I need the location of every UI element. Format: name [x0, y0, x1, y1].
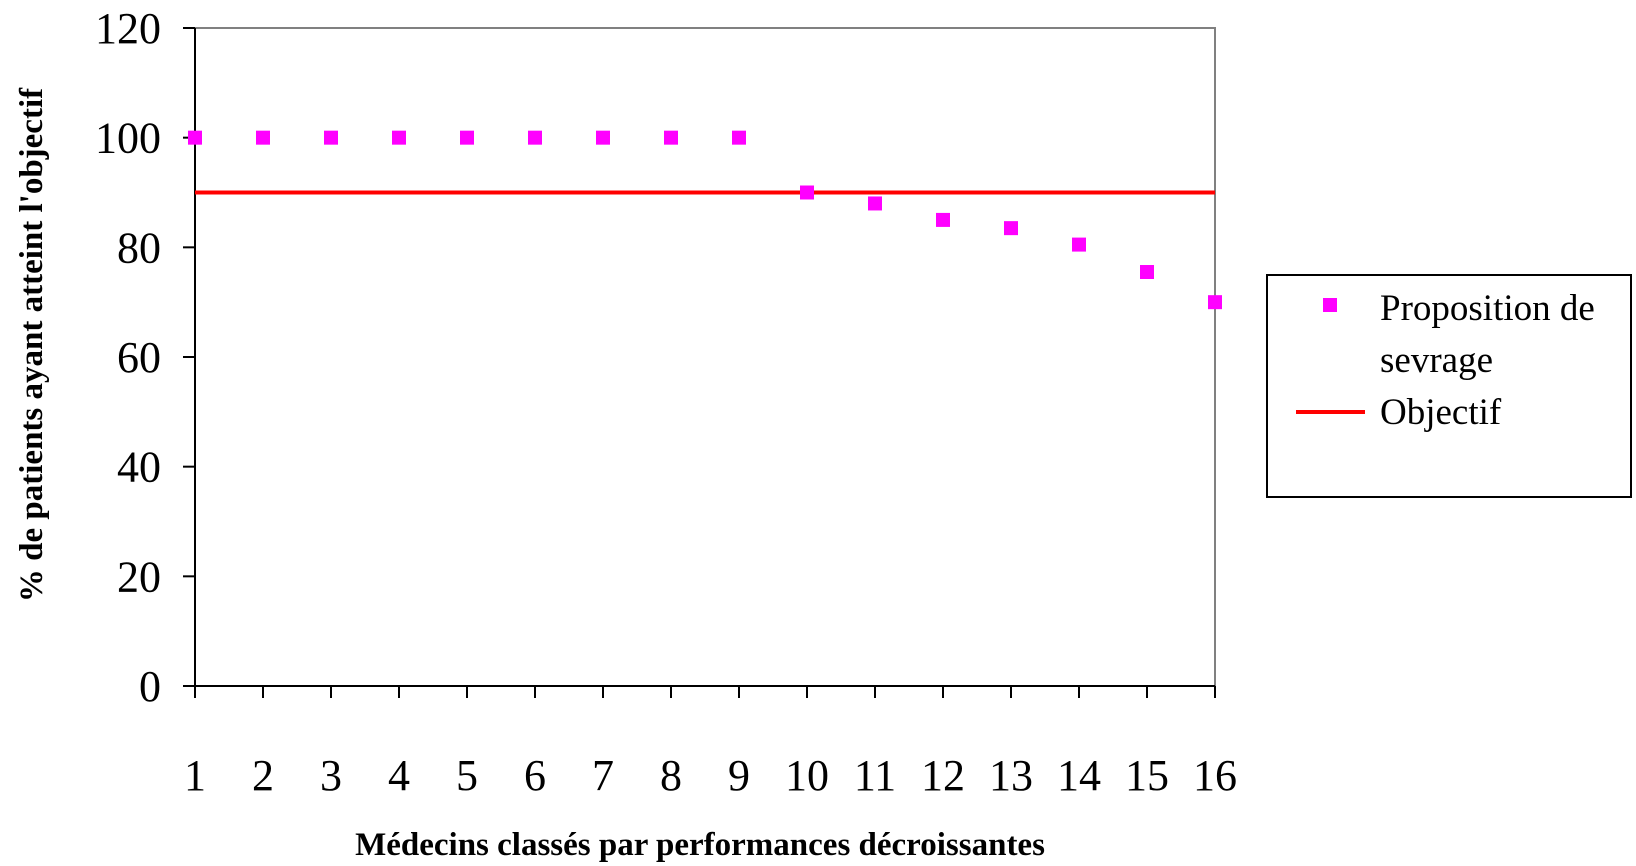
data-point	[256, 130, 270, 145]
x-tick-label: 16	[1193, 751, 1237, 800]
data-point	[188, 130, 202, 145]
legend-label-proposition-line2: sevrage	[1380, 340, 1493, 381]
data-point	[528, 130, 542, 145]
data-point	[800, 185, 814, 200]
x-tick-label: 7	[592, 751, 614, 800]
x-tick-label: 10	[785, 751, 829, 800]
data-point	[1004, 221, 1018, 236]
y-axis-title: % de patients ayant atteint l'objectif	[14, 87, 50, 602]
legend-label-objectif: Objectif	[1380, 392, 1502, 433]
x-tick-label: 4	[388, 751, 410, 800]
x-tick-label: 14	[1057, 751, 1101, 800]
x-tick-label: 5	[456, 751, 478, 800]
data-point	[868, 196, 882, 211]
y-tick-label: 60	[117, 333, 161, 382]
x-tick-label: 11	[854, 751, 896, 800]
x-tick-label: 13	[989, 751, 1033, 800]
data-point	[596, 130, 610, 145]
data-point	[460, 130, 474, 145]
y-tick-label: 80	[117, 223, 161, 272]
legend: Proposition de sevrage Objectif	[1266, 274, 1632, 498]
y-tick-label: 120	[95, 4, 161, 53]
x-tick-label: 1	[184, 751, 206, 800]
data-point	[1140, 265, 1154, 280]
x-tick-label: 6	[524, 751, 546, 800]
data-point	[1072, 237, 1086, 252]
y-tick-label: 100	[95, 114, 161, 163]
y-tick-label: 0	[139, 662, 161, 711]
data-point	[732, 130, 746, 145]
y-axis: 0 20 40 60 80 100 120	[95, 4, 196, 711]
y-tick-label: 40	[117, 443, 161, 492]
data-point	[936, 212, 950, 227]
x-tick-label: 9	[728, 751, 750, 800]
x-tick-label: 2	[252, 751, 274, 800]
data-point	[1208, 295, 1222, 310]
x-tick-label: 8	[660, 751, 682, 800]
x-tick-label: 12	[921, 751, 965, 800]
x-tick-label: 15	[1125, 751, 1169, 800]
plot-area	[194, 27, 1216, 687]
data-point	[392, 130, 406, 145]
data-point	[324, 130, 338, 145]
legend-label-proposition-line1: Proposition de	[1380, 288, 1595, 329]
y-tick-label: 20	[117, 552, 161, 601]
x-axis-title: Médecins classés par performances décroi…	[355, 827, 1045, 863]
x-tick-label: 3	[320, 751, 342, 800]
legend-marker-proposition	[1323, 298, 1337, 312]
x-axis: 1 2 3 4 5 6 7 8 9 10 11 12 13 14 15 16	[184, 685, 1237, 800]
proposition-series	[188, 130, 1222, 310]
data-point	[664, 130, 678, 145]
